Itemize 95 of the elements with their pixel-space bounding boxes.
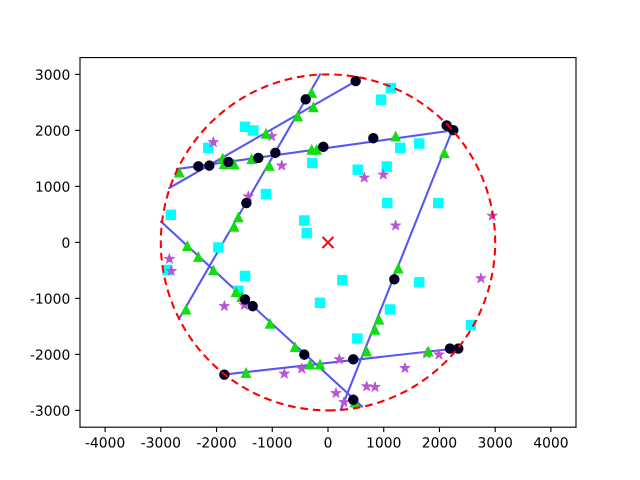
point [208,264,219,276]
point [304,359,316,370]
point [395,142,406,154]
point [260,188,272,200]
point [213,242,224,253]
point [390,131,401,142]
x-tick-label: -1000 [252,437,292,448]
point [374,314,384,325]
point [389,274,400,285]
point [270,148,281,158]
point [264,160,275,171]
point [302,228,312,238]
point [368,133,379,144]
point [314,359,326,370]
point [208,136,219,148]
point [299,349,310,360]
point [182,240,193,251]
point [352,333,363,344]
point [381,161,392,172]
point [223,156,234,168]
point [330,387,342,398]
point [299,215,310,226]
x-tick-label: 2000 [422,437,456,448]
point [307,158,318,168]
point [369,381,381,392]
point [204,160,215,171]
x-tick-label: -4000 [86,437,124,448]
point [439,148,450,158]
point [264,318,276,329]
x-tick-label: 1000 [368,437,400,448]
x-tick-label: -3000 [141,437,180,448]
point [350,76,361,86]
point [311,144,322,155]
point [378,168,389,180]
point [228,221,240,232]
point [318,142,329,152]
point [278,368,290,379]
x-tick-label: 0 [324,437,332,448]
y-tick-label: -1000 [30,293,70,304]
y-tick-label: 1000 [36,181,70,192]
point [240,294,250,305]
point [338,396,350,408]
point [433,198,444,208]
point [370,324,380,335]
point [390,220,402,230]
point [260,128,272,139]
point [164,253,176,264]
point [248,125,259,136]
point [308,102,319,112]
point [414,277,424,288]
point [361,346,372,356]
point [276,160,288,170]
y-tick-label: 2000 [36,125,70,136]
point [241,198,252,208]
point [230,286,242,298]
point [240,367,252,378]
point [337,274,348,286]
y-tick-label: 3000 [36,69,70,80]
point [393,263,404,274]
x-tick-label: 4000 [534,437,568,448]
point [166,210,176,220]
x-tick-label: -2000 [197,437,236,448]
point [233,212,244,222]
point [348,354,359,365]
point [290,342,300,352]
point [296,362,308,374]
y-tick-label: -3000 [30,405,70,416]
point [314,298,326,308]
point [334,353,345,364]
point [348,394,359,405]
point [240,270,250,282]
point [193,161,204,172]
point [203,142,214,154]
x-tick-label: 3000 [478,437,512,448]
point [292,110,303,122]
y-tick-label: -2000 [30,349,70,360]
y-tick-label: 0 [62,237,70,248]
point [399,362,411,373]
point [475,272,487,284]
point [247,300,258,312]
point [174,167,185,178]
point [180,304,192,315]
point [376,94,386,105]
point [352,164,363,175]
point [218,300,230,311]
point [193,251,204,262]
point [433,348,445,360]
point [253,152,264,164]
point [382,198,393,208]
point [384,304,396,315]
point [414,138,424,149]
point [166,265,177,276]
point [358,172,370,183]
point [361,380,372,392]
point [300,94,311,105]
